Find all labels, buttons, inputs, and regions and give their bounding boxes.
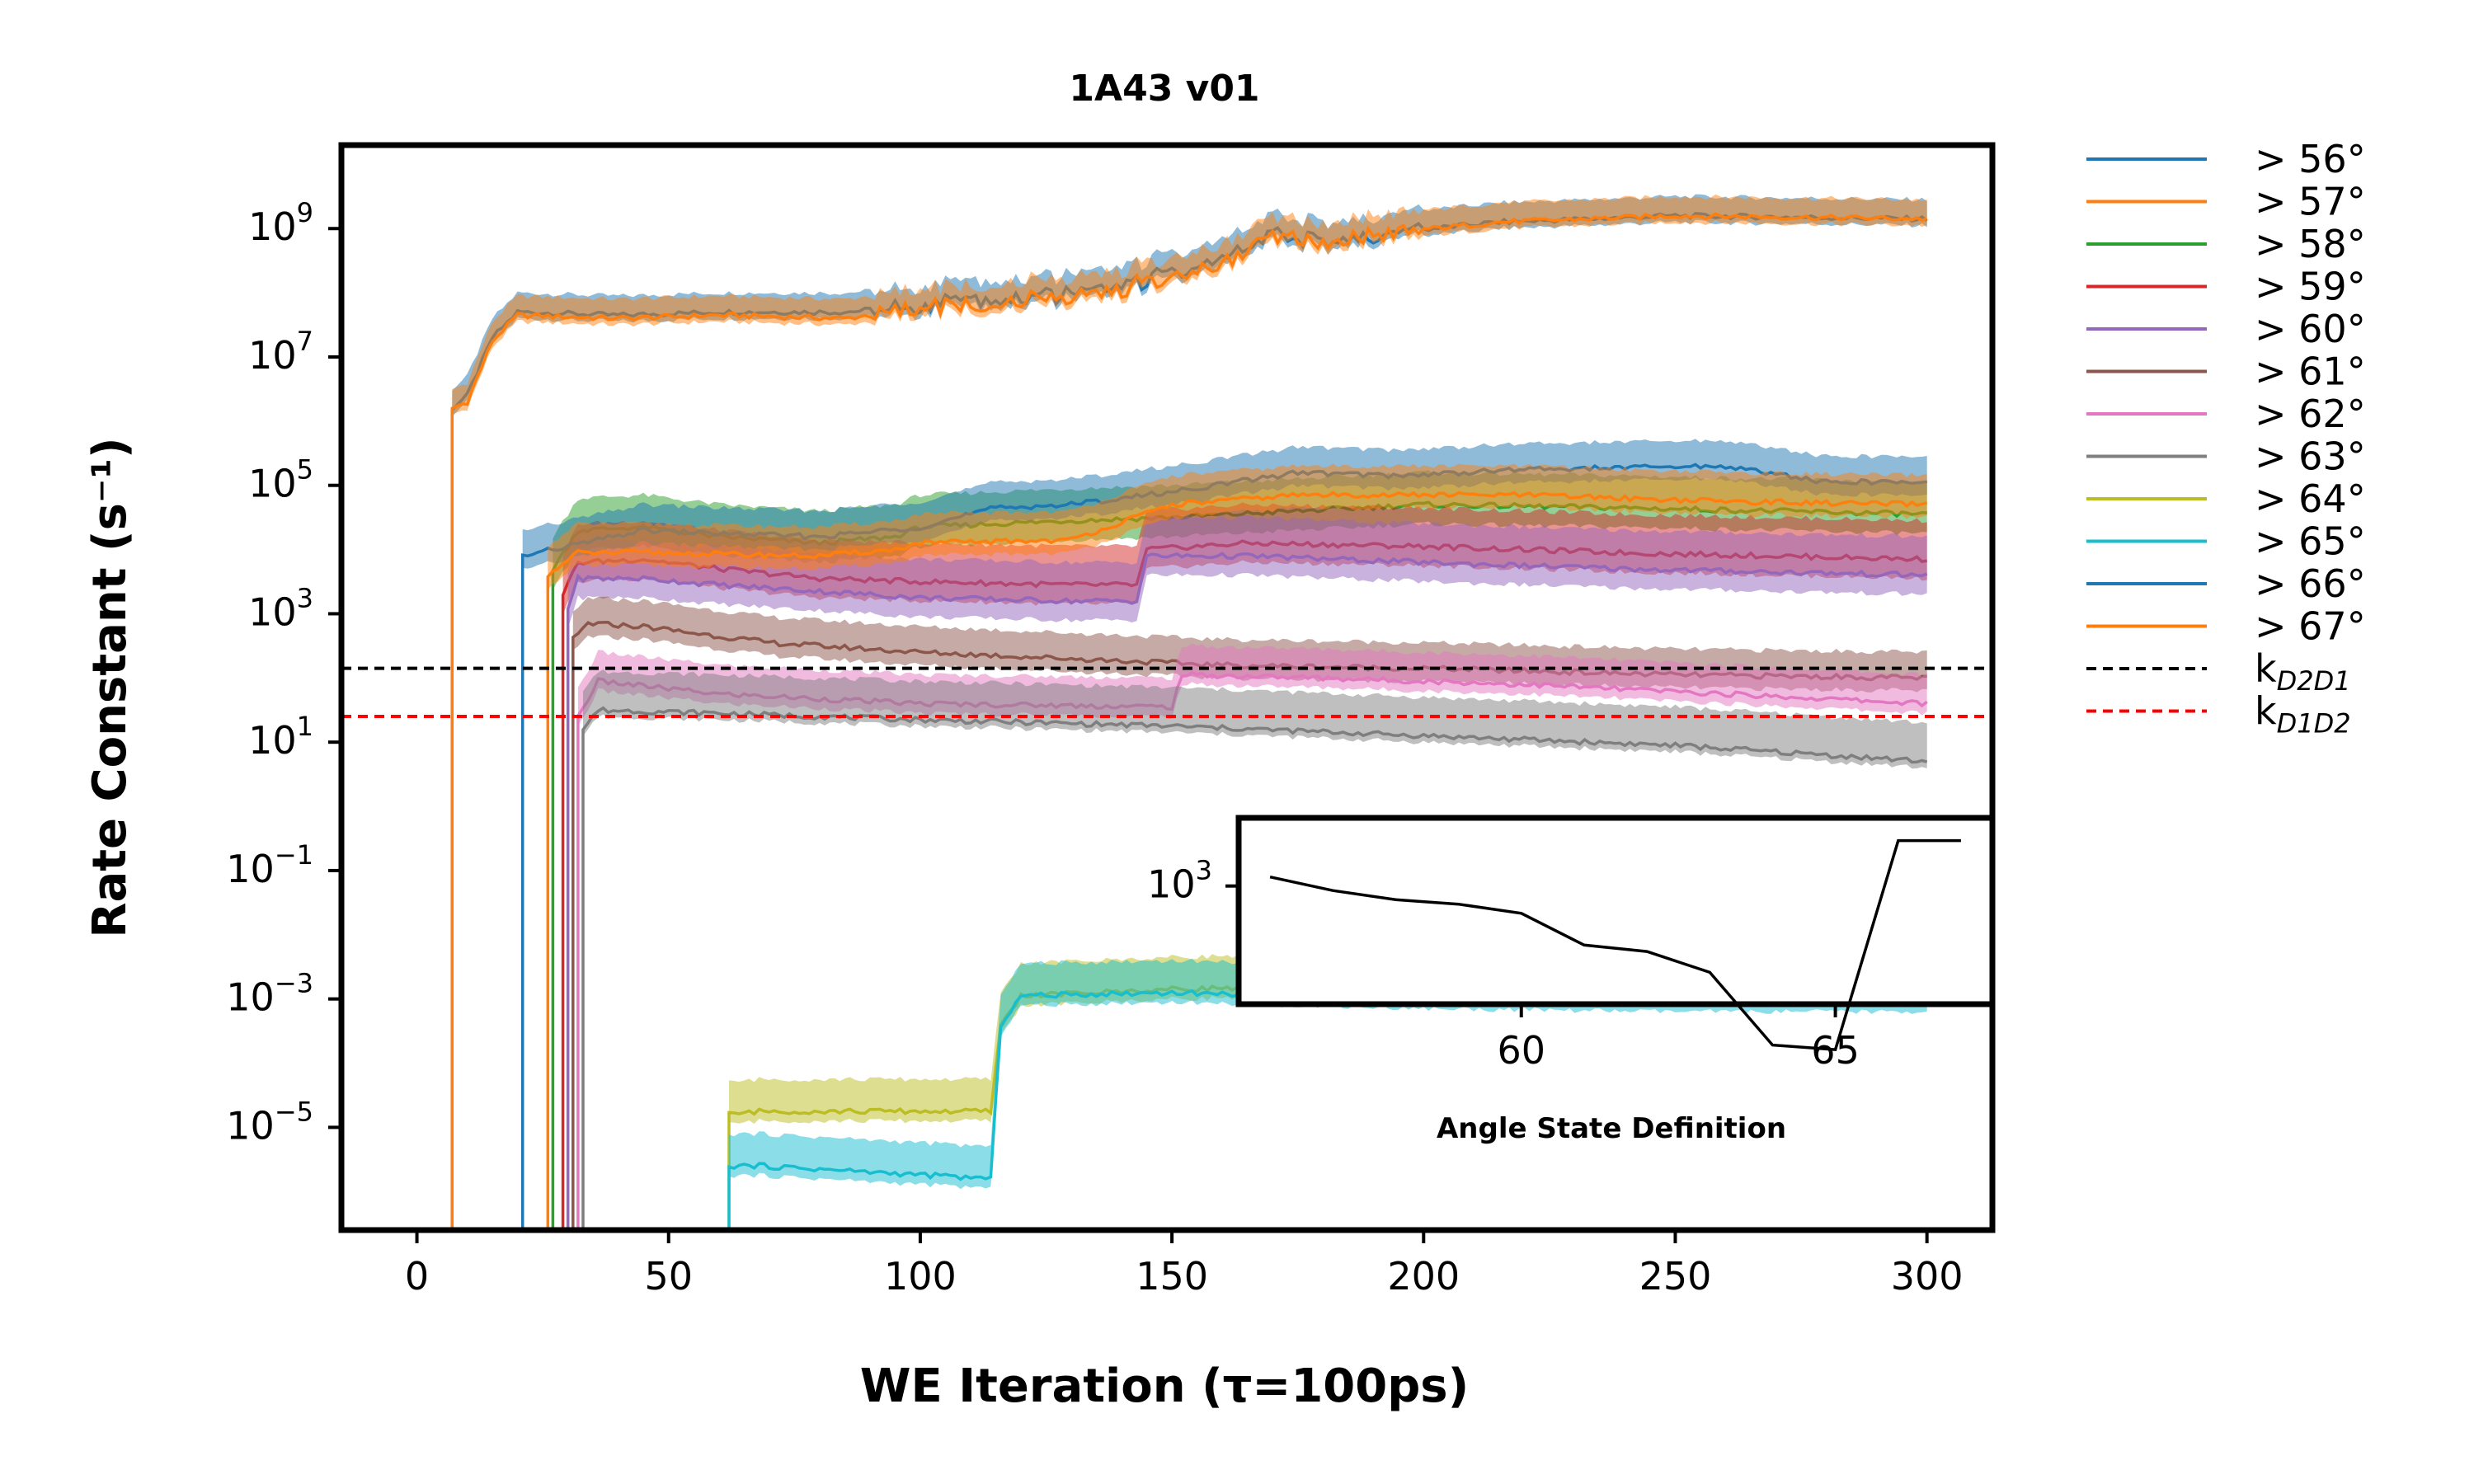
- inset-x-axis-label: Angle State Definition: [1437, 1112, 1786, 1145]
- y-tick-label: 10−5: [226, 1096, 313, 1148]
- legend-entry: > 66°: [2086, 561, 2366, 606]
- y-tick-label: 103: [248, 582, 313, 634]
- legend-entry: kD2D1: [2086, 646, 2351, 697]
- legend-label: > 62°: [2255, 392, 2366, 436]
- x-tick-label: 150: [1136, 1254, 1208, 1298]
- inset-frame: [1235, 815, 1996, 1007]
- legend-label: > 59°: [2255, 265, 2366, 309]
- inset-series-group: [1269, 838, 1961, 1051]
- legend-label: > 61°: [2255, 350, 2366, 394]
- series-line-63: [581, 706, 1928, 1230]
- inset-background: [1239, 818, 1992, 1004]
- x-tick-label: 300: [1891, 1254, 1964, 1298]
- y-tick-label: 105: [248, 454, 313, 506]
- legend: > 56°> 57°> 58°> 59°> 60°> 61°> 62°> 63°…: [2086, 137, 2366, 740]
- inset-axes-ticks: 60 65 103: [1147, 855, 1860, 1073]
- y-tick-label: 10−1: [226, 839, 313, 891]
- series-band-60: [567, 514, 1927, 628]
- series-line-60: [566, 552, 1928, 1230]
- y-axis-label: Rate Constant (s⁻¹): [83, 437, 137, 937]
- x-axis-label: WE Iteration (τ=100ps): [860, 1360, 1469, 1413]
- inset-x-tick-label: 65: [1811, 1028, 1860, 1073]
- legend-label: > 63°: [2255, 434, 2366, 479]
- series-line-57: [450, 212, 1928, 1230]
- legend-entry: > 63°: [2086, 434, 2366, 479]
- main-series-group: [341, 194, 1992, 1230]
- legend-entry: > 61°: [2086, 350, 2366, 394]
- series-line-67: [546, 491, 1928, 1230]
- legend-entry: > 57°: [2086, 180, 2366, 224]
- legend-entry: > 64°: [2086, 477, 2366, 521]
- legend-entry: > 59°: [2086, 265, 2366, 309]
- y-tick-label: 107: [248, 326, 313, 378]
- legend-entry: > 65°: [2086, 519, 2366, 564]
- main-plot-frame: [338, 142, 1996, 1233]
- legend-label: > 65°: [2255, 519, 2366, 564]
- y-tick-label: 10−3: [226, 968, 313, 1020]
- legend-entry: > 62°: [2086, 392, 2366, 436]
- inset-plot: 60 65 103 Angle State Definition: [1147, 815, 1996, 1145]
- legend-label: > 57°: [2255, 180, 2366, 224]
- x-tick-label: 200: [1387, 1254, 1460, 1298]
- legend-label: > 56°: [2255, 137, 2366, 181]
- inset-x-tick-label: 60: [1497, 1028, 1545, 1073]
- legend-label: > 66°: [2255, 561, 2366, 606]
- y-tick-label: 109: [248, 197, 313, 249]
- y-tick-label: 101: [248, 711, 313, 763]
- legend-entry: > 67°: [2086, 604, 2366, 649]
- legend-label: > 67°: [2255, 604, 2366, 649]
- series-band-57: [452, 194, 1927, 415]
- legend-entry: > 56°: [2086, 137, 2366, 181]
- x-tick-label: 0: [405, 1254, 429, 1298]
- x-tick-label: 100: [884, 1254, 957, 1298]
- inset-series-line: [1269, 838, 1961, 1051]
- x-tick-label: 50: [644, 1254, 693, 1298]
- chart-title: 1A43 v01: [1069, 68, 1259, 110]
- legend-entry: > 58°: [2086, 222, 2366, 266]
- inset-y-tick-label: 103: [1147, 855, 1212, 907]
- legend-label: > 60°: [2255, 307, 2366, 351]
- legend-entry: > 60°: [2086, 307, 2366, 351]
- legend-label: > 64°: [2255, 477, 2366, 521]
- legend-label: > 58°: [2255, 222, 2366, 266]
- x-tick-label: 250: [1639, 1254, 1712, 1298]
